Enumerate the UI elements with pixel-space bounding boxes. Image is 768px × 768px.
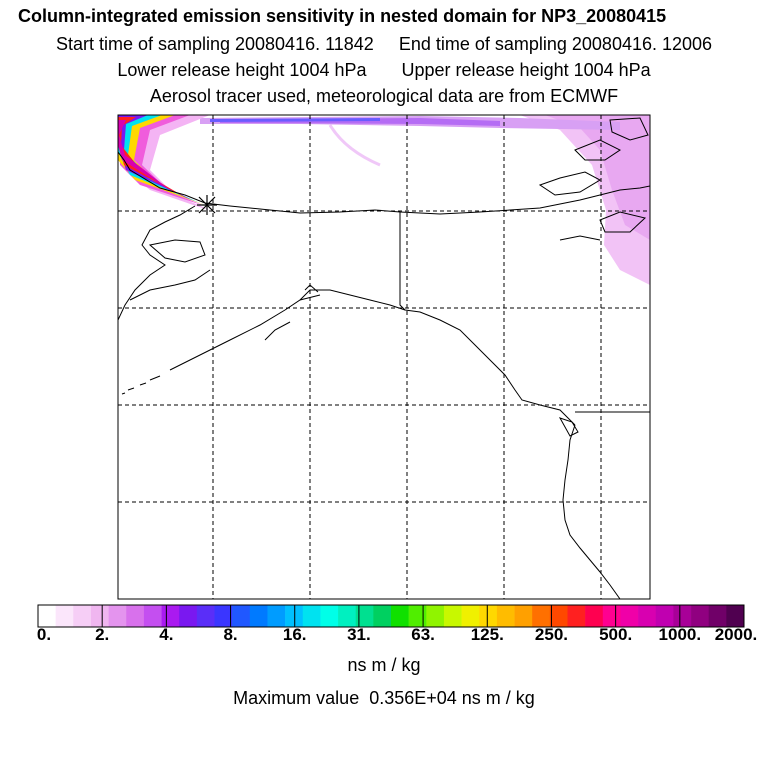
colorbar-tick-label: 250. bbox=[534, 625, 568, 644]
colorbar-cell bbox=[391, 605, 409, 627]
colorbar-cell bbox=[232, 605, 251, 627]
tracer-info: Aerosol tracer used, meteorological data… bbox=[149, 86, 619, 106]
colorbar-cell bbox=[655, 605, 674, 627]
colorbar-cell bbox=[673, 605, 692, 627]
colorbar-cell bbox=[426, 605, 445, 627]
colorbar-cell bbox=[143, 605, 162, 627]
release-heights: Lower release height 1004 hPa Upper rele… bbox=[117, 60, 651, 80]
colorbar-tick-label: 63. bbox=[411, 625, 435, 644]
colorbar-cell bbox=[408, 605, 427, 627]
colorbar-units: ns m / kg bbox=[347, 655, 421, 675]
colorbar-cell bbox=[179, 605, 198, 627]
colorbar-cell bbox=[196, 605, 215, 627]
maximum-value: Maximum value 0.356E+04 ns m / kg bbox=[233, 688, 535, 708]
colorbar-cell bbox=[726, 605, 745, 627]
map-frame bbox=[117, 114, 651, 600]
colorbar-cell bbox=[691, 605, 709, 627]
colorbar-cell bbox=[90, 605, 109, 627]
colorbar-cell bbox=[320, 605, 339, 627]
colorbar-cell bbox=[620, 605, 639, 627]
colorbar-cell bbox=[443, 605, 462, 627]
asterisk-marker bbox=[197, 195, 217, 215]
colorbar-cell bbox=[338, 605, 356, 627]
colorbar bbox=[37, 604, 745, 628]
colorbar-cell bbox=[549, 605, 568, 627]
colorbar-tick-label: 2000. bbox=[714, 625, 758, 644]
colorbar-cell bbox=[285, 605, 304, 627]
colorbar-frame bbox=[37, 604, 745, 628]
sampling-times: Start time of sampling 20080416. 11842 E… bbox=[55, 34, 713, 54]
colorbar-cell bbox=[126, 605, 145, 627]
colorbar-cell bbox=[38, 605, 56, 627]
colorbar-tick-label: 1000. bbox=[658, 625, 702, 644]
colorbar-tick-label: 0. bbox=[36, 625, 52, 644]
colorbar-cell bbox=[161, 605, 180, 627]
colorbar-tick-label: 8. bbox=[223, 625, 238, 644]
colorbar-cell bbox=[55, 605, 74, 627]
colorbar-cell bbox=[108, 605, 127, 627]
colorbar-cell bbox=[73, 605, 92, 627]
colorbar-tick-label: 2. bbox=[95, 625, 110, 644]
map-title: Column-integrated emission sensitivity i… bbox=[18, 6, 667, 26]
graticule bbox=[118, 115, 650, 599]
colorbar-cell bbox=[602, 605, 621, 627]
colorbar-tick-label: 500. bbox=[599, 625, 633, 644]
colorbar-tick-label: 4. bbox=[159, 625, 174, 644]
colorbar-cell bbox=[214, 605, 233, 627]
colorbar-cell bbox=[302, 605, 321, 627]
colorbar-cell bbox=[461, 605, 480, 627]
coastlines bbox=[118, 117, 650, 599]
colorbar-cell bbox=[355, 605, 374, 627]
colorbar-tick-label: 31. bbox=[347, 625, 371, 644]
colorbar-cell bbox=[567, 605, 586, 627]
colorbar-cell bbox=[267, 605, 286, 627]
colorbar-cell bbox=[373, 605, 392, 627]
colorbar-cell bbox=[638, 605, 657, 627]
colorbar-cell bbox=[532, 605, 551, 627]
colorbar-cell bbox=[708, 605, 727, 627]
colorbar-cell bbox=[496, 605, 515, 627]
colorbar-cell bbox=[514, 605, 533, 627]
colorbar-cell bbox=[479, 605, 498, 627]
colorbar-cell bbox=[249, 605, 268, 627]
colorbar-cell bbox=[585, 605, 604, 627]
colorbar-tick-label: 16. bbox=[282, 625, 307, 644]
colorbar-tick-label: 125. bbox=[470, 625, 504, 644]
sensitivity-plume bbox=[118, 115, 650, 285]
